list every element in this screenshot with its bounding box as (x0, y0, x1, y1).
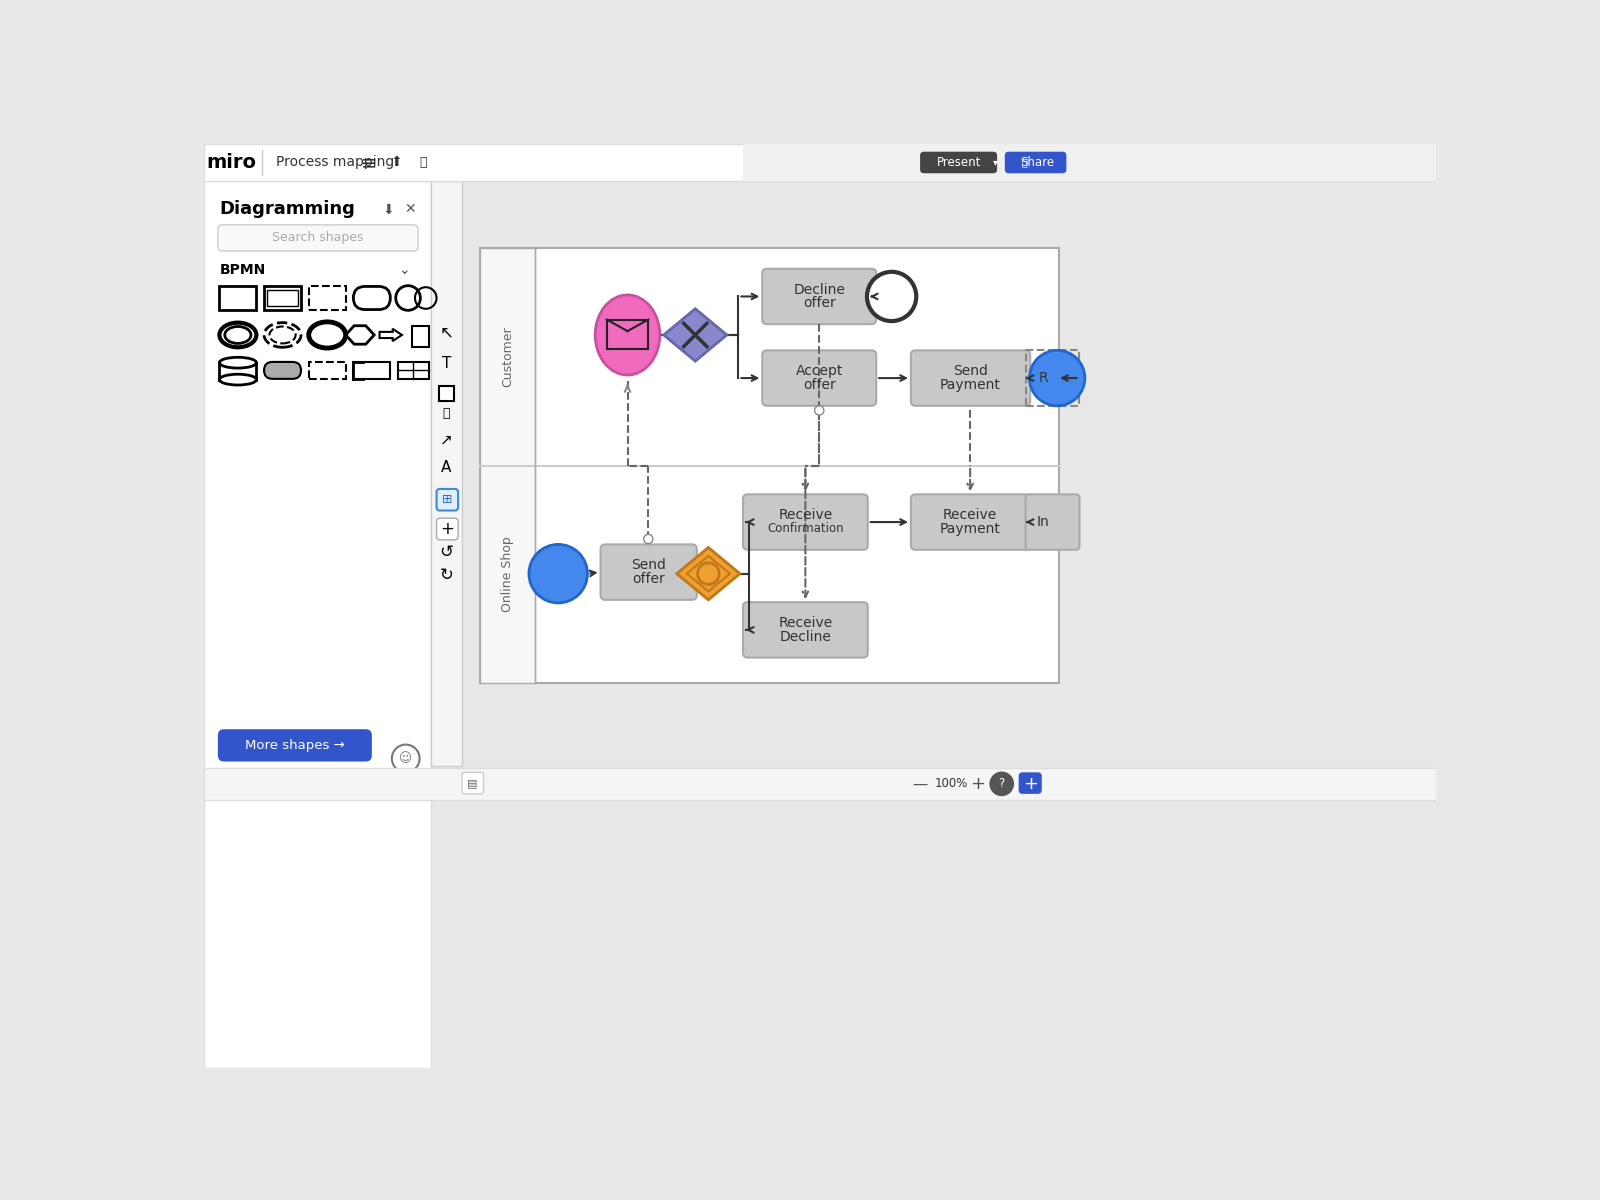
Text: ↖: ↖ (440, 324, 453, 342)
Text: offer: offer (803, 378, 835, 392)
Text: ⧉: ⧉ (443, 407, 450, 420)
Text: ≡: ≡ (362, 152, 378, 172)
Text: ✕: ✕ (405, 203, 416, 216)
Ellipse shape (595, 295, 659, 374)
Text: Process mapping: Process mapping (275, 156, 394, 169)
Text: +: + (1022, 775, 1038, 793)
FancyBboxPatch shape (1005, 151, 1067, 173)
Bar (430, 181, 462, 766)
Text: R: R (1038, 371, 1048, 385)
Text: ⬇: ⬇ (382, 203, 395, 216)
FancyBboxPatch shape (920, 151, 997, 173)
Text: +: + (970, 775, 986, 793)
FancyBboxPatch shape (437, 488, 458, 510)
FancyBboxPatch shape (1026, 494, 1080, 550)
FancyBboxPatch shape (437, 518, 458, 540)
Text: Online Shop: Online Shop (501, 536, 514, 612)
FancyBboxPatch shape (742, 602, 867, 658)
Bar (354, 362, 390, 379)
Text: ?: ? (998, 778, 1005, 791)
Bar (267, 289, 298, 306)
Polygon shape (664, 308, 726, 361)
FancyBboxPatch shape (910, 350, 1030, 406)
Text: Present: Present (936, 156, 981, 169)
Text: In: In (1037, 515, 1050, 529)
Polygon shape (677, 547, 739, 600)
FancyBboxPatch shape (600, 545, 698, 600)
Bar (480, 248, 1059, 683)
Text: Search shapes: Search shapes (272, 232, 363, 245)
FancyBboxPatch shape (1019, 773, 1042, 794)
Bar (606, 319, 648, 349)
Bar (1026, 350, 1080, 406)
Text: ↗: ↗ (440, 433, 453, 448)
Bar (205, 144, 1437, 181)
FancyBboxPatch shape (218, 224, 418, 251)
Text: ⌄: ⌄ (398, 263, 410, 276)
Text: T: T (442, 356, 451, 371)
Text: Confirmation: Confirmation (766, 522, 843, 535)
Text: Customer: Customer (501, 326, 514, 386)
Text: miro: miro (206, 152, 256, 172)
FancyBboxPatch shape (762, 350, 877, 406)
Text: ↻: ↻ (440, 566, 453, 584)
Text: Send: Send (952, 364, 987, 378)
FancyBboxPatch shape (218, 730, 371, 762)
Text: Accept: Accept (795, 364, 843, 378)
Text: Send: Send (630, 558, 666, 572)
Bar (742, 144, 1437, 181)
Text: Receive: Receive (778, 616, 832, 630)
Text: —: — (912, 776, 928, 791)
Circle shape (643, 534, 653, 544)
Circle shape (989, 772, 1014, 796)
FancyBboxPatch shape (742, 494, 867, 550)
Circle shape (1029, 350, 1085, 406)
Bar (309, 362, 346, 379)
Text: Receive: Receive (942, 508, 997, 522)
Text: Decline: Decline (779, 630, 832, 643)
Text: Diagramming: Diagramming (219, 200, 355, 218)
Text: 🔍: 🔍 (419, 156, 427, 169)
Text: ▤: ▤ (467, 778, 478, 788)
Circle shape (814, 406, 824, 415)
Text: Share: Share (1021, 156, 1054, 169)
Text: ⊞: ⊞ (442, 493, 453, 506)
Text: More shapes →: More shapes → (245, 739, 344, 752)
Bar (438, 385, 454, 401)
Text: ☺: ☺ (400, 752, 413, 764)
FancyBboxPatch shape (462, 773, 483, 794)
Bar (219, 287, 256, 310)
Text: BPMN: BPMN (219, 263, 266, 276)
Text: offer: offer (632, 572, 664, 586)
Bar (309, 287, 346, 310)
Text: Payment: Payment (939, 378, 1000, 392)
Text: Decline: Decline (794, 282, 845, 296)
Text: 🔗: 🔗 (1021, 157, 1027, 168)
Bar (480, 248, 534, 683)
Text: Payment: Payment (939, 522, 1000, 536)
Text: +: + (440, 520, 454, 538)
Circle shape (867, 272, 917, 322)
FancyBboxPatch shape (762, 269, 877, 324)
Bar (411, 325, 429, 347)
Text: offer: offer (803, 296, 835, 311)
Bar (398, 362, 429, 379)
Bar (264, 287, 301, 310)
Text: ▾: ▾ (994, 157, 998, 168)
Bar (205, 768, 1437, 800)
Circle shape (530, 545, 587, 602)
FancyBboxPatch shape (910, 494, 1030, 550)
Text: Receive: Receive (778, 508, 832, 522)
Text: ⬆: ⬆ (390, 156, 402, 169)
Text: A: A (442, 460, 451, 475)
Text: ↺: ↺ (440, 544, 453, 562)
Text: 100%: 100% (934, 778, 968, 791)
FancyBboxPatch shape (264, 362, 301, 379)
Bar (205, 181, 430, 1068)
